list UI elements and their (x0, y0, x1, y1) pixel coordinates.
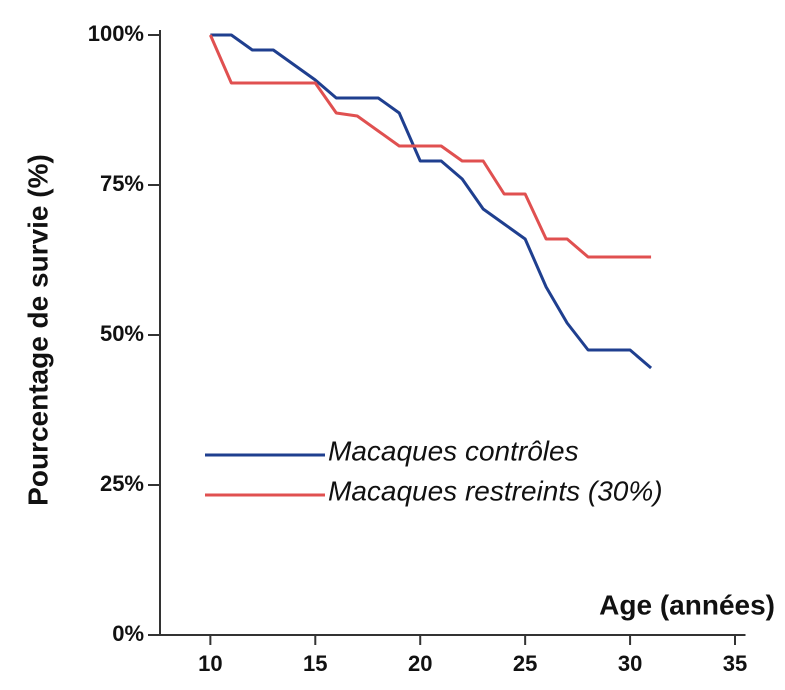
y-tick-label: 50% (100, 321, 144, 346)
x-axis-title: Age (années) (599, 589, 775, 620)
x-tick-label: 10 (198, 651, 222, 676)
y-tick-label: 75% (100, 171, 144, 196)
x-tick-label: 15 (303, 651, 327, 676)
y-tick-label: 0% (112, 621, 144, 646)
x-tick-label: 30 (618, 651, 642, 676)
series-line (208, 34, 652, 259)
y-tick-label: 100% (88, 21, 144, 46)
y-tick-label: 25% (100, 471, 144, 496)
x-tick-label: 20 (408, 651, 432, 676)
legend-label: Macaques contrôles (328, 435, 579, 466)
series-line (210, 33, 653, 370)
legend-label: Macaques restreints (30%) (328, 475, 663, 506)
x-tick-label: 25 (513, 651, 537, 676)
y-axis-title: Pourcentage de survie (%) (22, 154, 53, 506)
x-tick-label: 35 (723, 651, 747, 676)
